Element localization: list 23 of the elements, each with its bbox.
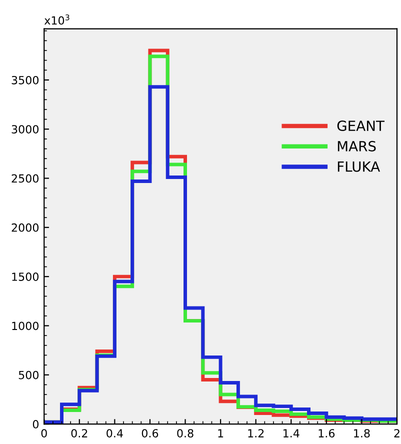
y-tick-label: 500 [18, 370, 39, 380]
legend-label: MARS [338, 140, 376, 152]
x-tick-label: 1.2 [248, 429, 264, 438]
legend-label: FLUKA [338, 162, 380, 172]
x-tick-label: 2 [394, 429, 400, 438]
y-tick-label: 2500 [12, 174, 39, 183]
y-tick-label: 1500 [12, 272, 39, 281]
x-tick-label: 1.4 [284, 429, 300, 438]
x-tick-label: 1 [218, 429, 224, 438]
y-tick-label: 2000 [12, 223, 39, 232]
x-tick-label: 1.8 [354, 429, 370, 438]
y-tick-label: 1000 [12, 322, 39, 330]
x-tick-label: 0.6 [142, 429, 158, 438]
x-tick-label: 1.6 [318, 429, 335, 438]
x-tick-label: 0.8 [177, 429, 194, 438]
y-tick-label: 3000 [12, 125, 39, 134]
y-tick-label: 0 [32, 420, 39, 428]
text: x10$^{3}$ [44, 14, 70, 25]
x-tick-label: 0.2 [71, 429, 88, 438]
x-tick-label: 0.4 [106, 429, 123, 438]
x-tick-label: 0 [41, 429, 47, 438]
y-tick-label: 3500 [12, 76, 39, 84]
legend-label: GEANT [337, 120, 385, 132]
